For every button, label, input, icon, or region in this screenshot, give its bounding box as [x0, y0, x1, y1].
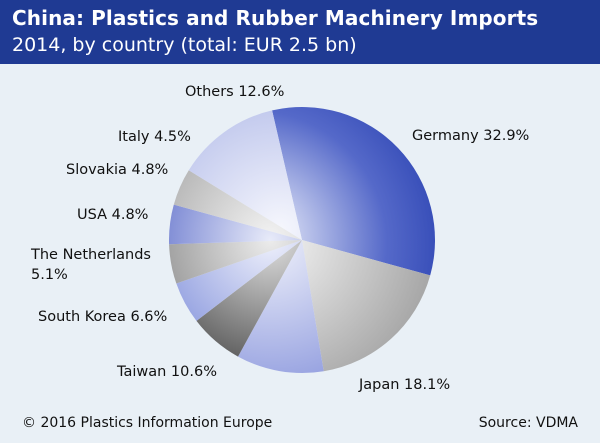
pie-slice-the-netherlands	[176, 240, 302, 321]
chart-title: China: Plastics and Rubber Machinery Imp…	[12, 6, 539, 30]
slice-label-taiwan: Taiwan 10.6%	[116, 364, 217, 380]
pie-slice-others	[188, 110, 302, 240]
pie-slice-slovakia	[169, 204, 302, 245]
pie-slice-south-korea	[196, 240, 302, 357]
slice-label-germany: Germany 32.9%	[412, 128, 529, 144]
pie-slice-germany	[272, 107, 436, 276]
slice-label-others: Others 12.6%	[185, 84, 284, 100]
pie-slice-japan	[302, 240, 431, 372]
pie-slice-usa	[169, 240, 302, 284]
copyright-text: © 2016 Plastics Information Europe	[22, 415, 273, 431]
pie-slices	[169, 107, 436, 373]
slice-label-japan: Japan 18.1%	[358, 377, 450, 393]
pie-slice-taiwan	[238, 240, 324, 373]
chart-subtitle: 2014, by country (total: EUR 2.5 bn)	[12, 34, 357, 56]
source-text: Source: VDMA	[478, 415, 578, 431]
slice-label-italy: Italy 4.5%	[118, 129, 191, 145]
chart-header: China: Plastics and Rubber Machinery Imp…	[0, 0, 600, 64]
pie-slice-italy	[173, 170, 302, 240]
slice-label-slovakia: Slovakia 4.8%	[66, 162, 168, 178]
slice-label-south-korea: South Korea 6.6%	[38, 309, 167, 325]
slice-label-the-netherlands: The Netherlands 5.1%	[30, 247, 151, 283]
pie-labels: Germany 32.9% Japan 18.1% Taiwan 10.6% Sout…	[30, 84, 529, 393]
slice-label-usa: USA 4.8%	[77, 207, 148, 223]
